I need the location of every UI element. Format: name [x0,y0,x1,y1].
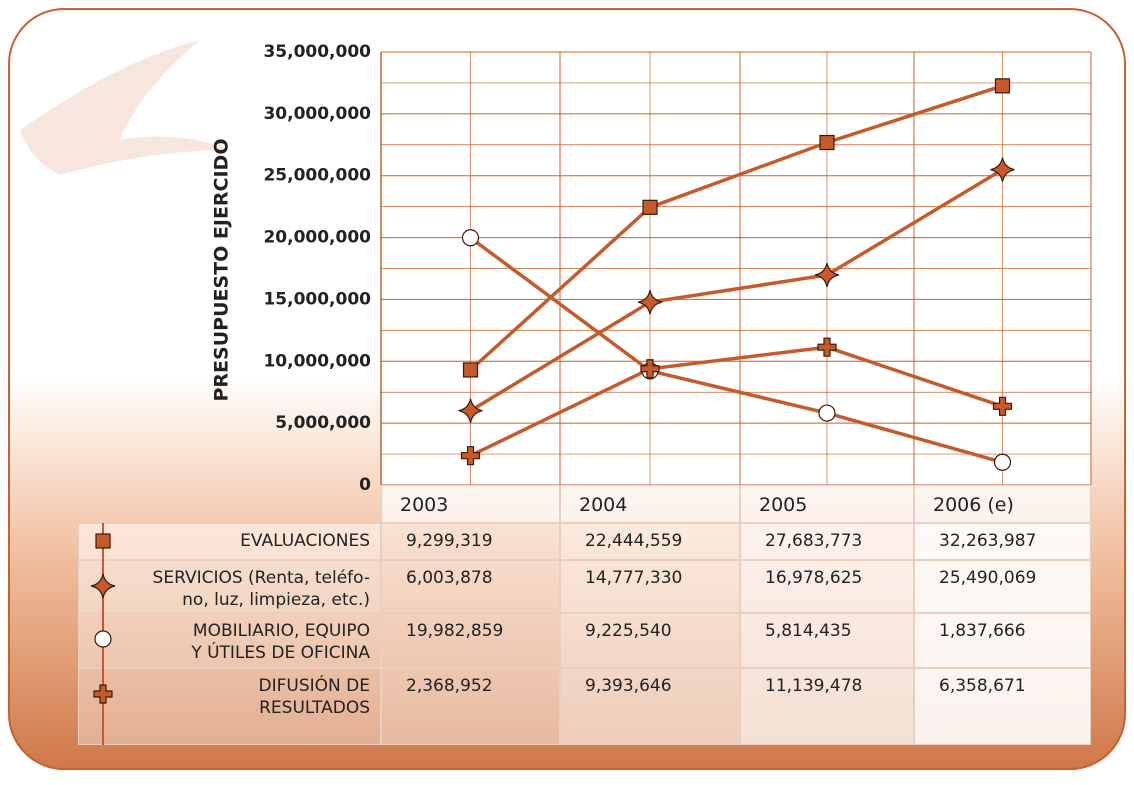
y-tick-label: 35,000,000 [263,42,371,62]
legend-label: MOBILIARIO, EQUIPO Y ÚTILES DE OFICINA [78,613,381,668]
legend-marker [95,523,111,560]
legend-marker [93,668,113,745]
marker [94,630,112,648]
series-line [469,168,1004,413]
marker [814,262,840,288]
y-tick-label: 20,000,000 [263,228,371,248]
marker [818,404,836,422]
legend-marker [90,560,116,613]
marker [462,362,479,378]
legend-label: EVALUACIONES [78,523,381,560]
column-header: 2005 [740,485,914,523]
marker [992,396,1013,416]
table-value: 6,358,671 [914,668,1091,745]
legend-marker [94,613,112,668]
table-value: 14,777,330 [560,560,740,613]
y-tick-label: 25,000,000 [263,166,371,186]
table-value: 11,139,478 [740,668,914,745]
y-tick-label: 5,000,000 [275,413,371,433]
y-axis-label: PRESUPUESTO EJERCIDO [211,139,233,402]
table-value: 1,837,666 [914,613,1091,668]
y-tick-label: 30,000,000 [263,104,371,124]
y-tick-label: 0 [359,475,371,495]
table-value: 16,978,625 [740,560,914,613]
table-value: 9,393,646 [560,668,740,745]
table-value: 32,263,987 [914,523,1091,560]
decoration [20,40,230,175]
marker [461,229,480,247]
y-tick-label: 10,000,000 [263,351,371,371]
marker [819,134,835,151]
legend-label: DIFUSIÓN DE RESULTADOS [78,668,381,745]
marker [637,290,663,315]
legend-label: SERVICIOS (Renta, teléfo- no, luz, limpi… [78,560,381,613]
table-value: 25,490,069 [914,560,1091,613]
marker [458,398,483,423]
table-value: 2,368,952 [381,668,560,745]
marker [460,446,481,466]
marker [640,359,660,379]
marker [90,573,116,599]
table-value: 22,444,559 [560,523,740,560]
table-value: 9,225,540 [560,613,740,668]
table-value: 5,814,435 [740,613,914,668]
marker [994,78,1011,94]
series-line [469,84,1004,372]
marker [642,199,658,215]
column-header: 2006 (e) [914,485,1091,523]
column-header: 2003 [381,485,560,523]
table-value: 9,299,319 [381,523,560,560]
table-value: 6,003,878 [381,560,560,613]
table-value: 27,683,773 [740,523,914,560]
series-line [469,345,1004,458]
table-value: 19,982,859 [381,613,560,668]
marker [993,453,1012,471]
marker [817,337,837,357]
y-tick-label: 15,000,000 [263,289,371,309]
series-line [469,236,1003,464]
marker [95,533,111,549]
column-header: 2004 [560,485,740,523]
marker [93,684,113,704]
marker [990,157,1015,182]
